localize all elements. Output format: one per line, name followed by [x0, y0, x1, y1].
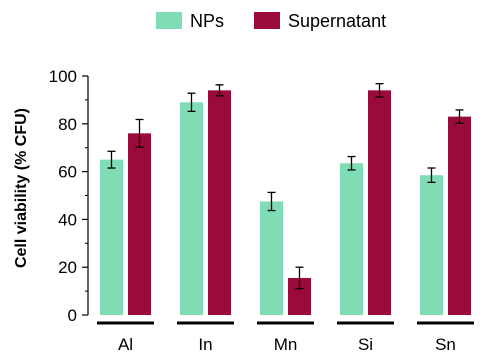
bar-nps-in: [180, 102, 203, 315]
legend: NPs Supernatant: [156, 11, 386, 31]
legend-label-nps: NPs: [190, 11, 224, 31]
x-tick-label-mn: Mn: [274, 335, 298, 354]
bar-supernatant-mn: [288, 277, 311, 315]
x-tick-label-al: Al: [118, 335, 133, 354]
bar-nps-si: [340, 163, 363, 315]
bar-supernatant-al: [128, 133, 151, 315]
bar-supernatant-in: [208, 90, 231, 315]
x-tick-label-in: In: [198, 335, 212, 354]
legend-swatch-supernatant: [254, 12, 280, 29]
y-tick-label: 80: [58, 115, 77, 134]
bar-nps-al: [100, 159, 123, 315]
bar-supernatant-sn: [448, 116, 471, 315]
y-axis-label: Cell viability (% CFU): [13, 108, 30, 268]
error-bars: [107, 82, 464, 290]
y-tick-label: 60: [58, 163, 77, 182]
y-tick-label: 20: [58, 258, 77, 277]
x-tick-label-sn: Sn: [435, 335, 456, 354]
x-tick-label-si: Si: [358, 335, 373, 354]
bar-nps-sn: [420, 175, 443, 315]
bar-supernatant-si: [368, 90, 391, 315]
y-tick-label: 0: [68, 306, 77, 325]
legend-label-supernatant: Supernatant: [288, 11, 386, 31]
bars: [100, 90, 471, 315]
bar-nps-mn: [260, 201, 283, 315]
y-axis: 0 20 40 60 80 100: [49, 67, 89, 325]
legend-swatch-nps: [156, 12, 182, 29]
y-tick-label: 40: [58, 210, 77, 229]
x-axis: Al In Mn Si Sn: [97, 321, 474, 354]
y-tick-label: 100: [49, 67, 77, 86]
